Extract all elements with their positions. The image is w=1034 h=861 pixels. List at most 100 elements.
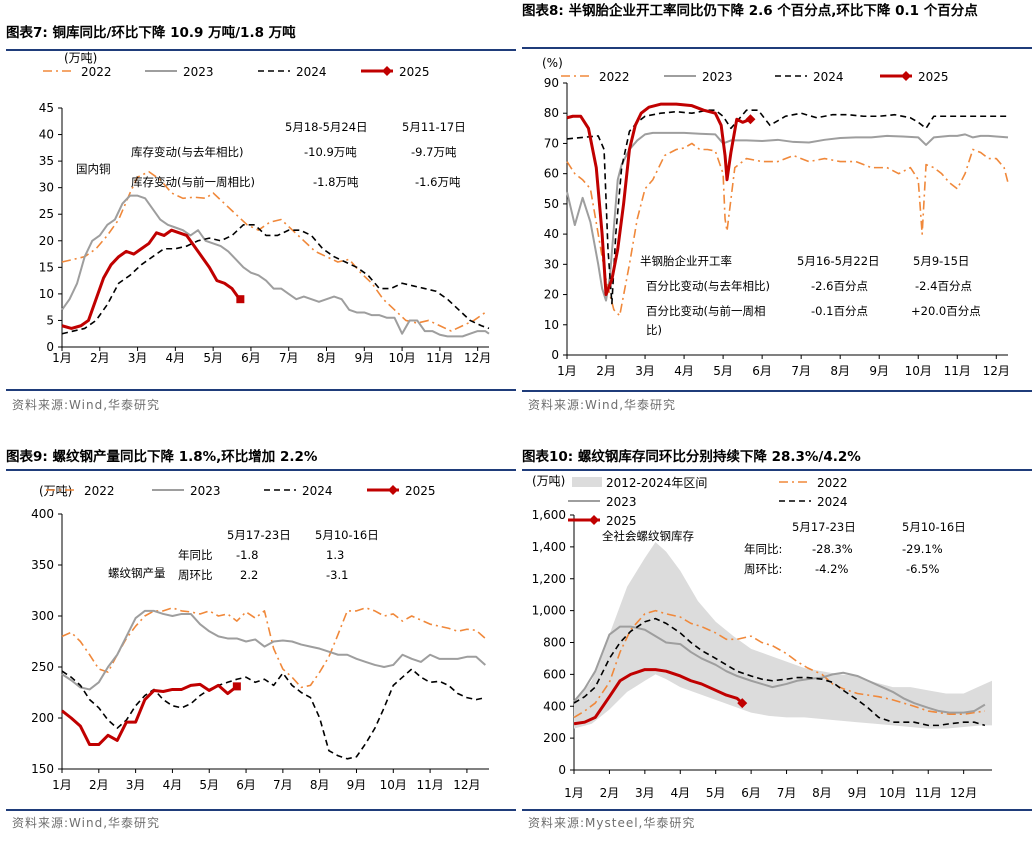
annotation-text: 5月10-16日	[902, 520, 966, 534]
series-end-marker	[745, 114, 756, 125]
series-line-2023	[61, 609, 486, 691]
y-tick-label: 0	[46, 340, 54, 354]
annotation-text: 5月18-5月24日	[285, 120, 368, 134]
x-tick-label: 4月	[670, 786, 690, 800]
x-tick-label: 5月	[706, 786, 726, 800]
y-axis-label: (%)	[542, 56, 563, 70]
legend-label: 2024	[296, 65, 327, 79]
annotation-text: 全社会螺纹钢库存	[602, 529, 694, 543]
chart-title: 图表8: 半钢胎企业开工率同比仍下降 2.6 个百分点,环比下降 0.1 个百分…	[522, 3, 978, 19]
annotation-text: 比)	[646, 323, 662, 337]
legend-label: 2025	[918, 70, 949, 84]
x-tick-label: 12月	[453, 778, 480, 792]
y-axis-label: (万吨)	[532, 474, 565, 488]
y-tick-label: 20	[39, 234, 54, 248]
legend-marker-2025	[382, 66, 392, 76]
annotation-text: 国内铜	[76, 162, 111, 176]
chart-rebar-output: 150 200 250 300 350 400 (万吨) 1月 2月 3月 4月 5月 6月 7月 8月 9月…	[31, 484, 489, 792]
x-tick-label: 8月	[830, 364, 850, 378]
annotation-text: 1.3	[326, 548, 344, 562]
source-rule	[522, 809, 1032, 811]
x-tick-label: 11月	[944, 364, 971, 378]
y-tick-label: 200	[31, 711, 54, 725]
annotation-text: -1.6万吨	[415, 175, 461, 189]
x-tick-label: 1月	[52, 778, 72, 792]
title-rule	[522, 47, 1032, 49]
x-tick-label: 9月	[869, 364, 889, 378]
x-tick-label: 7月	[273, 778, 293, 792]
legend-label: 2022	[599, 70, 630, 84]
series-line-2023	[573, 625, 986, 714]
series-line-2025	[566, 102, 751, 297]
annotation-text: -6.5%	[906, 562, 939, 576]
legend-marker-2025	[901, 71, 911, 81]
x-tick-label: 12月	[950, 786, 977, 800]
title-rule	[522, 469, 1032, 471]
annotation-text: 5月9-15日	[913, 254, 969, 268]
x-tick-label: 11月	[915, 786, 942, 800]
annotation-text: 2.2	[240, 568, 258, 582]
source-note: 资料来源:Wind,华泰研究	[12, 816, 161, 830]
x-tick-label: 9月	[354, 351, 374, 365]
annotation-text: 周环比:	[744, 562, 782, 576]
x-tick-label: 7月	[777, 786, 797, 800]
x-tick-label: 2月	[89, 778, 109, 792]
annotation-text: -4.2%	[815, 562, 848, 576]
annotation-text: 库存变动(与前一周相比)	[131, 175, 255, 189]
annotation-text: 百分比变动(与前一周相	[646, 304, 766, 318]
chart-panel-rebar-inventory: 图表10: 螺纹钢库存同环比分别持续下降 28.3%/4.2% 0 200 400 6…	[522, 446, 1032, 861]
series-line-2024	[61, 224, 490, 335]
source-note: 资料来源:Mysteel,华泰研究	[528, 816, 696, 830]
legend-marker-2025	[589, 515, 599, 525]
source-note: 资料来源:Wind,华泰研究	[528, 398, 677, 412]
chart-title: 图表9: 螺纹钢产量同比下降 1.8%,环比增加 2.2%	[6, 449, 318, 465]
x-tick-label: 8月	[812, 786, 832, 800]
x-tick-label: 3月	[635, 786, 655, 800]
legend-label: 2024	[813, 70, 844, 84]
legend-label: 2022	[81, 65, 112, 79]
legend-label: 2024	[817, 495, 848, 509]
annotation-text: -29.1%	[902, 542, 943, 556]
x-tick-label: 2月	[600, 786, 620, 800]
x-tick-label: 10月	[879, 786, 906, 800]
legend-label: 2025	[606, 514, 637, 528]
x-tick-label: 3月	[635, 364, 655, 378]
source-rule	[6, 809, 516, 811]
series-end-marker	[232, 682, 241, 691]
annotation-text: 5月10-16日	[315, 528, 379, 542]
annotation-text: 5月17-23日	[792, 520, 856, 534]
y-tick-label: 10	[39, 287, 54, 301]
chart-title: 图表7: 铜库同比/环比下降 10.9 万吨/1.8 万吨	[6, 25, 296, 41]
x-tick-label: 12月	[464, 351, 491, 365]
x-tick-label: 3月	[128, 351, 148, 365]
source-rule	[522, 390, 1032, 392]
range-band	[574, 542, 992, 729]
x-tick-label: 11月	[416, 778, 443, 792]
y-tick-label: 35	[39, 154, 54, 168]
y-tick-label: 1,600	[532, 508, 566, 522]
y-axis-label: (万吨)	[64, 51, 97, 65]
y-tick-label: 250	[31, 660, 54, 674]
x-tick-label: 3月	[126, 778, 146, 792]
x-tick-label: 11月	[426, 351, 453, 365]
legend-label: 2012-2024年区间	[606, 476, 707, 490]
x-tick-label: 4月	[674, 364, 694, 378]
y-tick-label: 1,000	[532, 604, 566, 618]
y-tick-label: 5	[46, 313, 54, 327]
series-line-2022	[61, 607, 486, 689]
y-tick-label: 25	[39, 207, 54, 221]
annotation-text: 库存变动(与去年相比)	[131, 145, 243, 159]
annotation-text: 周环比	[178, 568, 213, 582]
annotation-text: 5月11-17日	[402, 120, 466, 134]
annotation-text: 5月16-5月22日	[797, 254, 880, 268]
annotation-text: 螺纹钢产量	[108, 566, 166, 580]
chart-panel-copper: 图表7: 铜库同比/环比下降 10.9 万吨/1.8 万吨 0 5 10 15 20 25…	[6, 22, 516, 437]
series-line-2025	[61, 228, 241, 330]
chart-panel-tire: 图表8: 半钢胎企业开工率同比仍下降 2.6 个百分点,环比下降 0.1 个百分…	[522, 0, 1032, 415]
x-tick-label: 8月	[317, 351, 337, 365]
series-line-2022	[61, 170, 486, 332]
y-tick-label: 1,400	[532, 540, 566, 554]
x-tick-label: 6月	[236, 778, 256, 792]
y-tick-label: 300	[31, 609, 54, 623]
